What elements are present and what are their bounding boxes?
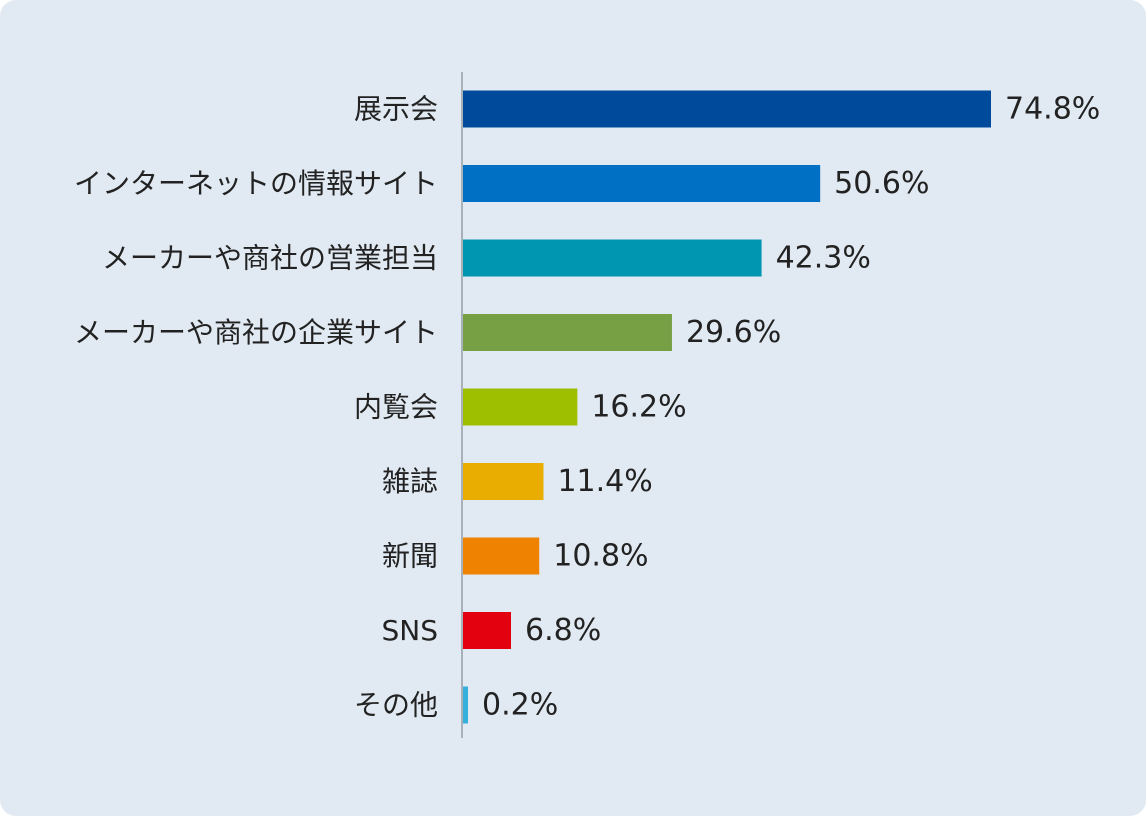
- value-label: 16.2%: [591, 390, 686, 425]
- category-label: 展示会: [354, 93, 438, 126]
- category-label: その他: [354, 689, 438, 722]
- value-label: 0.2%: [482, 688, 558, 723]
- value-label: 11.4%: [557, 464, 652, 499]
- category-label: SNS: [382, 614, 439, 647]
- bar: [463, 612, 511, 649]
- bar: [463, 686, 468, 724]
- category-label: 新聞: [382, 540, 438, 573]
- bar: [463, 239, 762, 277]
- value-label: 10.8%: [553, 539, 648, 574]
- category-label: メーカーや商社の企業サイト: [74, 316, 438, 349]
- value-label: 74.8%: [1005, 92, 1100, 127]
- category-label: 内覧会: [354, 391, 438, 424]
- value-label: 42.3%: [776, 241, 871, 276]
- bar: [463, 314, 672, 351]
- bar: [463, 90, 991, 128]
- value-label: 6.8%: [525, 613, 601, 648]
- bar: [463, 463, 544, 500]
- category-label: インターネットの情報サイト: [74, 167, 438, 200]
- bar: [463, 165, 821, 202]
- bar: [463, 388, 578, 426]
- bars-group: 展示会 74.8% インターネットの情報サイト 50.6% メーカーや商社の営業担当 42…: [74, 90, 1100, 724]
- value-label: 29.6%: [686, 315, 781, 350]
- value-label: 50.6%: [834, 166, 929, 201]
- category-label: 雑誌: [382, 465, 438, 498]
- category-label: メーカーや商社の営業担当: [102, 242, 438, 275]
- bar: [463, 537, 540, 575]
